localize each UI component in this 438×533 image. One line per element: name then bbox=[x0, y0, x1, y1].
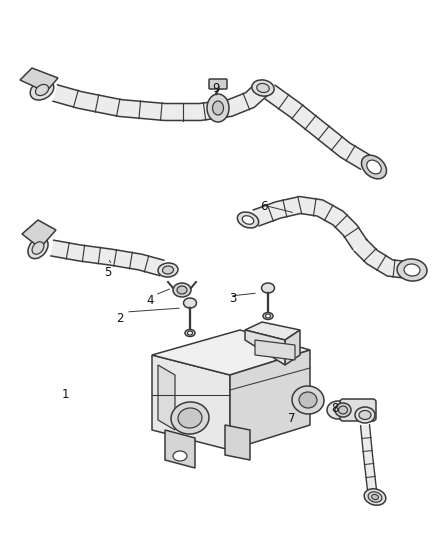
Ellipse shape bbox=[339, 406, 347, 414]
Ellipse shape bbox=[173, 451, 187, 461]
Ellipse shape bbox=[364, 157, 385, 177]
Ellipse shape bbox=[355, 407, 375, 423]
Ellipse shape bbox=[359, 410, 371, 419]
Ellipse shape bbox=[368, 492, 382, 502]
Polygon shape bbox=[20, 68, 58, 92]
Polygon shape bbox=[285, 330, 300, 365]
Polygon shape bbox=[360, 425, 377, 490]
Ellipse shape bbox=[32, 242, 44, 254]
Ellipse shape bbox=[207, 94, 229, 122]
FancyBboxPatch shape bbox=[209, 79, 227, 89]
Polygon shape bbox=[158, 365, 175, 430]
Polygon shape bbox=[245, 322, 300, 340]
Ellipse shape bbox=[371, 495, 378, 499]
Ellipse shape bbox=[404, 264, 420, 276]
Ellipse shape bbox=[367, 160, 381, 174]
Ellipse shape bbox=[361, 155, 386, 179]
Ellipse shape bbox=[177, 286, 187, 294]
Ellipse shape bbox=[263, 312, 273, 319]
Text: 4: 4 bbox=[146, 294, 154, 306]
Polygon shape bbox=[53, 82, 269, 120]
Ellipse shape bbox=[28, 237, 48, 259]
Polygon shape bbox=[255, 340, 295, 360]
Ellipse shape bbox=[261, 283, 275, 293]
Text: 2: 2 bbox=[116, 311, 124, 325]
Ellipse shape bbox=[405, 265, 419, 275]
Text: 3: 3 bbox=[230, 292, 237, 304]
Ellipse shape bbox=[399, 261, 424, 279]
Polygon shape bbox=[265, 85, 369, 169]
Polygon shape bbox=[152, 355, 230, 450]
Ellipse shape bbox=[187, 331, 192, 335]
Ellipse shape bbox=[171, 402, 209, 434]
Polygon shape bbox=[354, 239, 409, 278]
FancyBboxPatch shape bbox=[340, 399, 376, 421]
Ellipse shape bbox=[35, 84, 49, 95]
Ellipse shape bbox=[265, 314, 271, 318]
Polygon shape bbox=[22, 220, 56, 248]
Polygon shape bbox=[230, 350, 310, 450]
Text: 9: 9 bbox=[212, 82, 220, 94]
Ellipse shape bbox=[237, 212, 259, 228]
Text: 8: 8 bbox=[331, 401, 339, 415]
Ellipse shape bbox=[397, 259, 427, 281]
Ellipse shape bbox=[185, 329, 195, 336]
Ellipse shape bbox=[212, 101, 223, 115]
Polygon shape bbox=[165, 430, 195, 468]
Ellipse shape bbox=[327, 401, 349, 419]
Ellipse shape bbox=[184, 298, 197, 308]
Ellipse shape bbox=[292, 386, 324, 414]
Ellipse shape bbox=[158, 263, 178, 277]
Ellipse shape bbox=[335, 403, 351, 417]
Ellipse shape bbox=[178, 408, 202, 428]
Text: 7: 7 bbox=[288, 411, 296, 424]
Text: 5: 5 bbox=[104, 265, 112, 279]
Polygon shape bbox=[253, 197, 367, 250]
Ellipse shape bbox=[252, 80, 274, 96]
Ellipse shape bbox=[30, 80, 54, 100]
Ellipse shape bbox=[173, 283, 191, 297]
Polygon shape bbox=[245, 330, 285, 365]
Text: 6: 6 bbox=[260, 199, 268, 213]
Ellipse shape bbox=[242, 216, 254, 224]
Polygon shape bbox=[225, 425, 250, 460]
Ellipse shape bbox=[368, 161, 380, 173]
Ellipse shape bbox=[299, 392, 317, 408]
Ellipse shape bbox=[364, 489, 386, 505]
Ellipse shape bbox=[162, 266, 173, 274]
Text: 1: 1 bbox=[61, 389, 69, 401]
Ellipse shape bbox=[257, 84, 269, 93]
Polygon shape bbox=[152, 330, 310, 375]
Polygon shape bbox=[51, 240, 164, 276]
